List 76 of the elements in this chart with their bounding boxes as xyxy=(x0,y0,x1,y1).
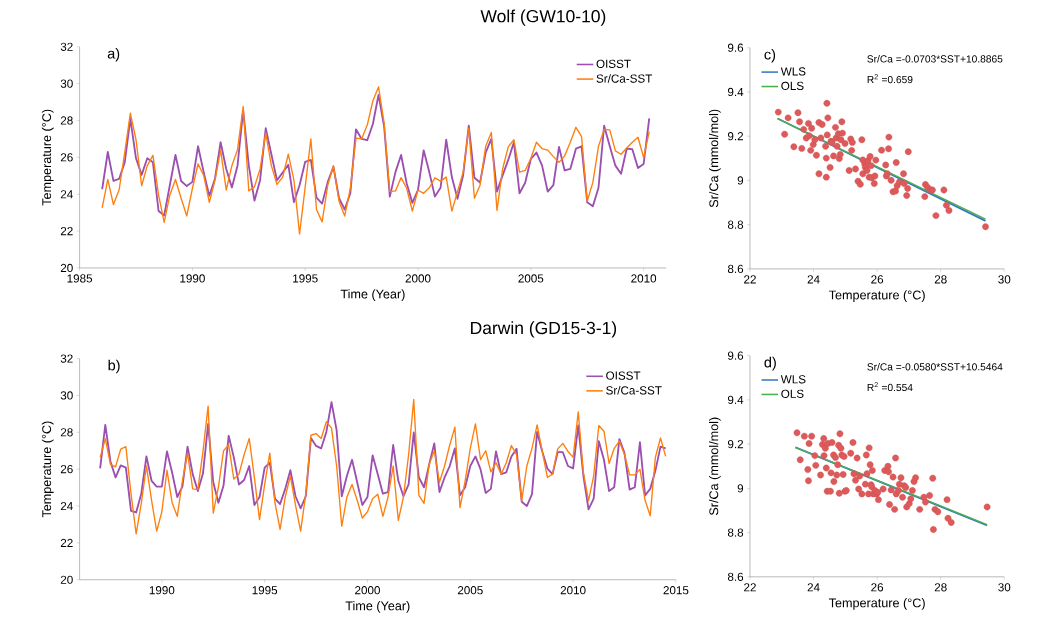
y-tick-label: 32 xyxy=(60,42,73,52)
legend-label: WLS xyxy=(780,67,806,76)
line-series xyxy=(99,398,667,535)
y-tick-label: 9.2 xyxy=(727,440,744,449)
y-tick-label: 9.6 xyxy=(727,351,744,360)
x-tick-label: 22 xyxy=(744,275,756,284)
x-tick-label: 26 xyxy=(871,583,884,592)
x-axis-title: Temperature (°C) xyxy=(828,290,925,303)
y-tick-label: 22 xyxy=(60,538,73,548)
y-tick-label: 28 xyxy=(60,428,73,437)
annotation: Sr/Ca =-0.0580*SST+10.5464 xyxy=(867,363,1003,371)
y-tick-label: 26 xyxy=(60,465,73,474)
y-tick-label: 8.8 xyxy=(727,220,744,229)
x-tick-label: 24 xyxy=(807,275,820,284)
legend-label: Sr/Ca-SST xyxy=(606,386,662,395)
y-tick-label: 26 xyxy=(60,153,73,162)
y-tick-label: 32 xyxy=(60,354,73,363)
annotation: Sr/Ca =-0.0703*SST+10.8865 xyxy=(867,55,1003,63)
y-tick-label: 20 xyxy=(60,263,73,273)
line-series xyxy=(99,401,667,514)
y-tick-label: 20 xyxy=(60,575,73,585)
y-tick-label: 30 xyxy=(60,79,73,88)
y-tick-label: 24 xyxy=(60,190,73,199)
annotation: d) xyxy=(764,356,776,371)
x-tick-label: 26 xyxy=(871,275,884,284)
y-tick-label: 9.2 xyxy=(727,132,744,141)
legend-label: OLS xyxy=(781,81,804,91)
annotation: R$^{2}$ =0.659 xyxy=(867,74,913,84)
x-tick-label: 28 xyxy=(934,275,947,284)
x-tick-label: 1990 xyxy=(149,586,175,595)
x-tick-label: 2000 xyxy=(355,586,380,595)
x-axis-title: Temperature (°C) xyxy=(828,598,925,611)
x-tick-label: 2005 xyxy=(457,586,483,595)
x-tick-label: 2015 xyxy=(663,586,689,595)
annotation: R$^{2}$ =0.554 xyxy=(867,382,913,392)
y-axis-title: Temperature (°C) xyxy=(41,421,54,518)
y-tick-label: 9.4 xyxy=(727,88,744,97)
chart-title: Wolf (GW10-10) xyxy=(480,9,606,26)
legend-label: OLS xyxy=(781,389,804,399)
y-tick-label: 8.6 xyxy=(727,572,744,582)
x-tick-label: 1995 xyxy=(293,274,318,283)
x-tick-label: 2010 xyxy=(560,586,586,595)
x-tick-label: 2005 xyxy=(518,274,544,283)
y-tick-label: 30 xyxy=(60,391,73,400)
y-tick-label: 24 xyxy=(60,502,73,511)
x-tick-label: 22 xyxy=(744,583,756,592)
x-tick-label: 30 xyxy=(998,275,1011,284)
annotation: c) xyxy=(764,49,776,63)
legend-label: Sr/Ca-SST xyxy=(596,74,653,83)
x-tick-label: 1995 xyxy=(252,586,278,595)
x-tick-label: 24 xyxy=(807,583,820,592)
x-tick-label: 1990 xyxy=(180,274,205,283)
annotation: b) xyxy=(108,359,120,374)
x-tick-label: 1985 xyxy=(67,274,93,283)
x-tick-label: 2010 xyxy=(631,274,657,283)
y-tick-label: 9.4 xyxy=(727,395,744,405)
x-axis-title: Time (Year) xyxy=(345,601,410,613)
x-tick-label: 30 xyxy=(998,583,1011,592)
legend-label: WLS xyxy=(780,375,806,384)
chart-title: Darwin (GD15-3-1) xyxy=(471,321,617,338)
y-tick-label: 22 xyxy=(60,227,73,236)
y-tick-label: 8.6 xyxy=(727,264,744,274)
y-tick-label: 9.6 xyxy=(727,43,744,53)
y-tick-label: 9 xyxy=(737,484,744,493)
x-axis-title: Time (Year) xyxy=(340,289,405,302)
annotation: a) xyxy=(107,48,120,62)
y-tick-label: 28 xyxy=(60,116,73,125)
legend-label: OISST xyxy=(606,371,641,380)
y-axis-title: Sr/Ca (mmol/mol) xyxy=(709,109,721,208)
x-tick-label: 2000 xyxy=(405,274,431,283)
y-tick-label: 9 xyxy=(737,176,744,185)
y-axis-title: Temperature (°C) xyxy=(41,109,54,206)
y-axis-title: Sr/Ca (mmol/mol) xyxy=(709,417,721,516)
x-tick-label: 28 xyxy=(934,583,947,592)
y-tick-label: 8.8 xyxy=(727,528,744,537)
legend-label: OISST xyxy=(596,59,631,69)
